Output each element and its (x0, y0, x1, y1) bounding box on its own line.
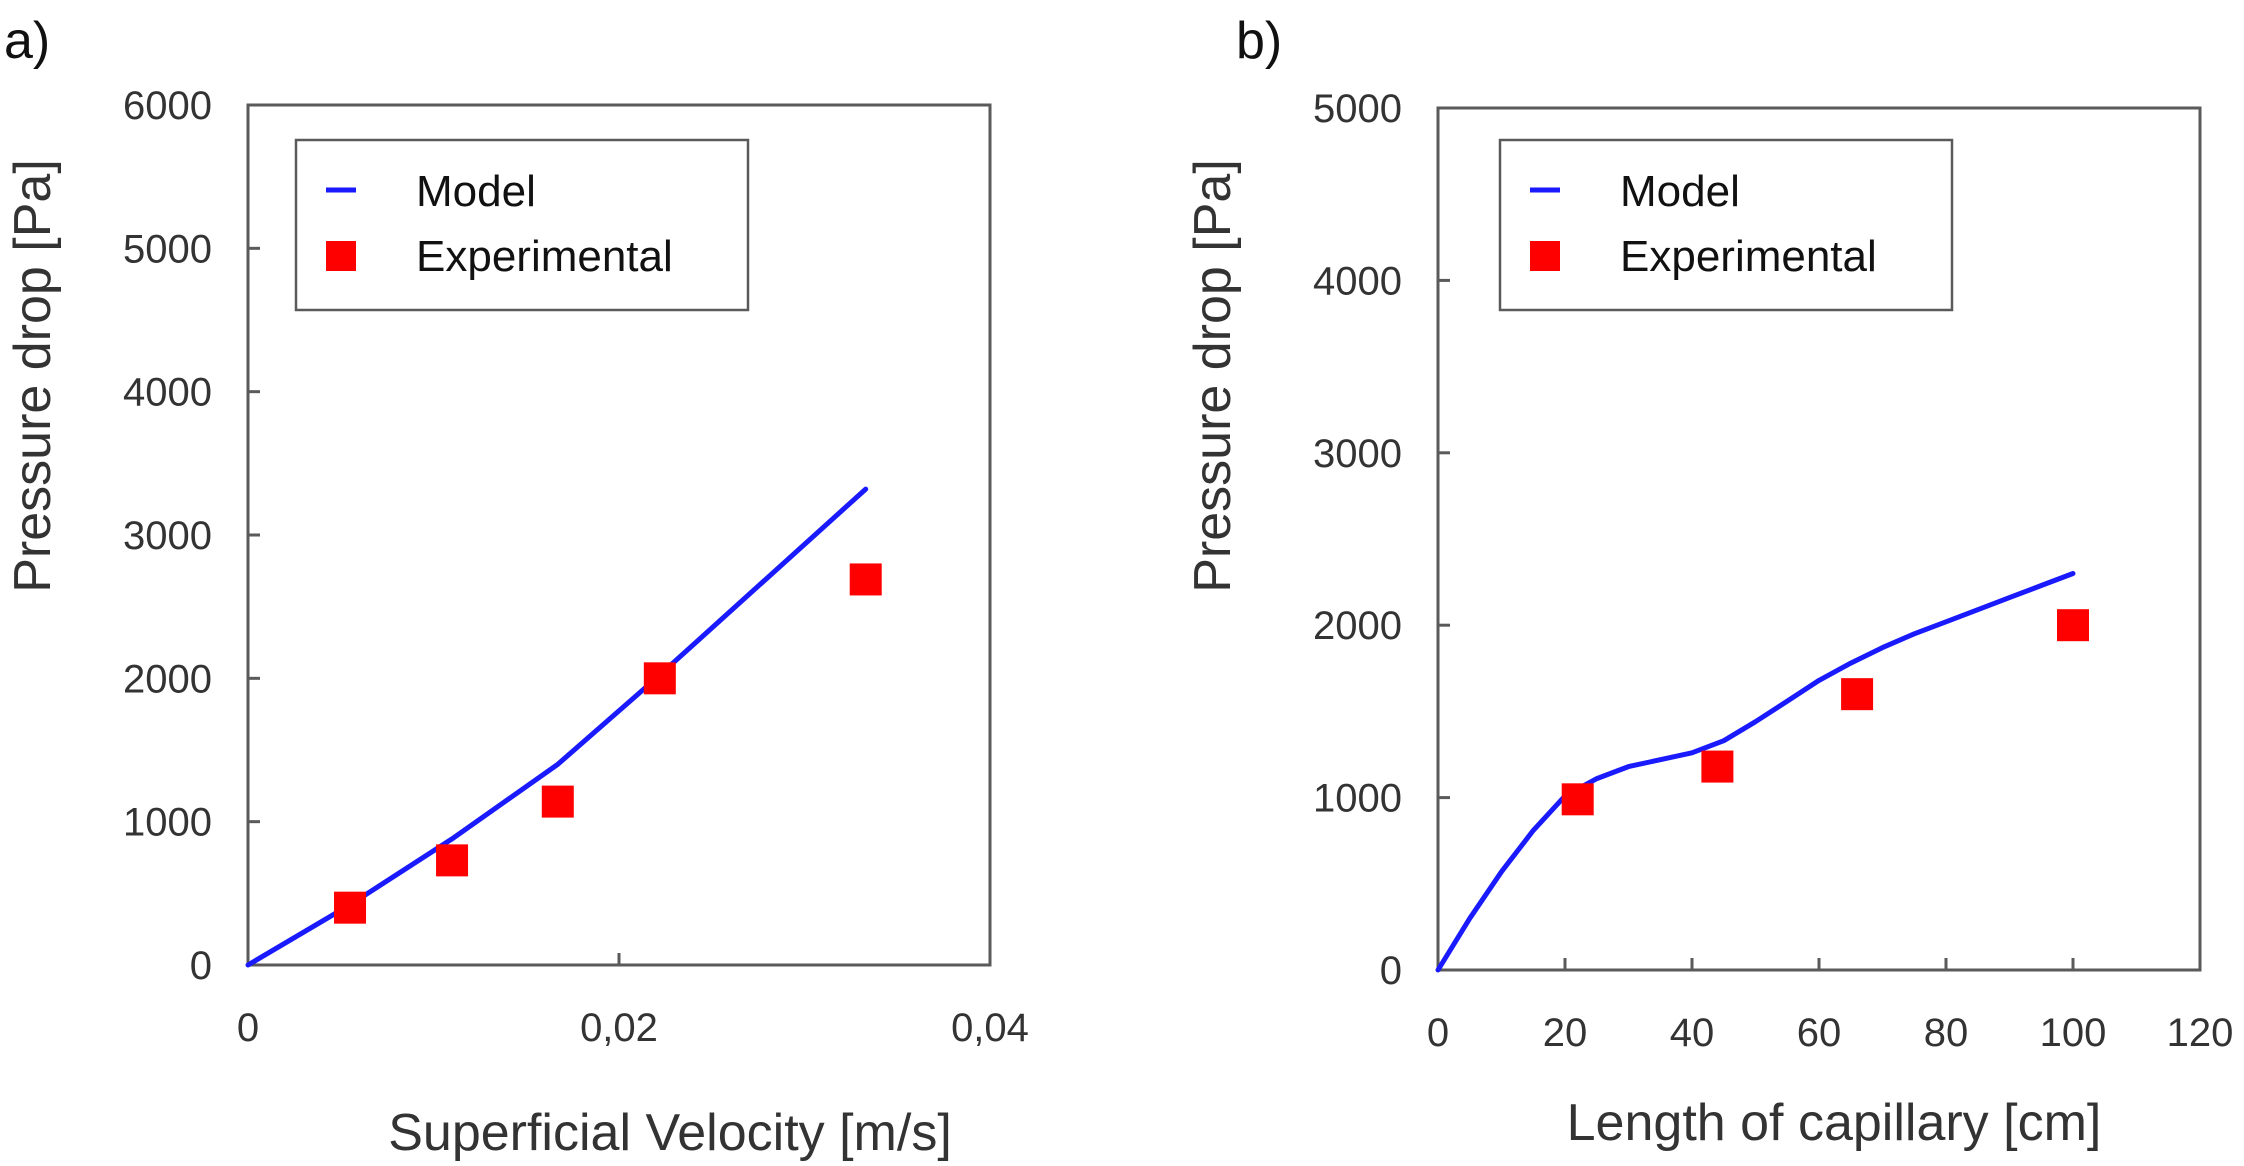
legend-label-model: Model (1620, 167, 1740, 216)
panel-label-b: b) (1236, 12, 1282, 70)
legend-label-experimental: Experimental (416, 232, 673, 281)
y-axis-title-b: Pressure drop [Pa] (1184, 159, 1242, 593)
data-point-experimental (436, 844, 469, 877)
tick-layer-b: 0 1000 2000 3000 4000 5000 0 20 40 60 80 100 120 (1313, 87, 2233, 1055)
x-tick-label: 60 (1797, 1011, 1842, 1055)
x-axis-title-b: Length of capillary [cm] (1567, 1094, 2102, 1152)
y-tick-label: 0 (190, 944, 212, 988)
y-tick-label: 5000 (1313, 87, 1402, 131)
data-point-experimental (849, 563, 882, 596)
legend-swatch-experimental (1530, 241, 1560, 271)
x-tick-label: 0,04 (951, 1006, 1029, 1050)
y-tick-label: 5000 (123, 227, 212, 271)
legend-a: Model Experimental (294, 138, 750, 312)
data-point-experimental (1841, 678, 1874, 711)
y-tick-label: 4000 (123, 371, 212, 415)
panel-label-a: a) (4, 12, 50, 70)
x-tick-label: 80 (1924, 1011, 1969, 1055)
y-tick-label: 2000 (123, 657, 212, 701)
x-tick-label: 0 (237, 1006, 259, 1050)
legend-label-experimental: Experimental (1620, 232, 1877, 281)
chart-a: a) Pressure drop [Pa] Superficial Veloci… (4, 12, 1029, 1162)
data-point-experimental (643, 662, 676, 695)
y-tick-label: 3000 (1313, 432, 1402, 476)
y-axis-title-a: Pressure drop [Pa] (4, 159, 62, 593)
x-axis-title-a: Superficial Velocity [m/s] (388, 1104, 952, 1162)
legend-box (1498, 138, 1954, 312)
legend-b: Model Experimental (1498, 138, 1954, 312)
plot-frame (246, 103, 992, 967)
x-tick-label: 0 (1427, 1011, 1449, 1055)
legend-label-model: Model (416, 167, 536, 216)
chart-b: b) Pressure drop [Pa] Length of capillar… (1184, 12, 2233, 1152)
plot-frame (1436, 106, 2202, 972)
y-tick-label: 4000 (1313, 259, 1402, 303)
data-point-experimental (541, 785, 574, 818)
data-point-experimental (1701, 750, 1734, 783)
x-tick-label: 20 (1543, 1011, 1588, 1055)
data-point-experimental (1561, 783, 1594, 816)
data-point-experimental (334, 891, 367, 924)
marks-layer-a (245, 486, 882, 968)
y-tick-label: 2000 (1313, 604, 1402, 648)
y-tick-label: 6000 (123, 84, 212, 128)
y-tick-label: 3000 (123, 514, 212, 558)
x-tick-label: 40 (1670, 1011, 1715, 1055)
frame-layer-b (1436, 106, 2202, 972)
series-line-model (245, 486, 869, 968)
x-tick-label: 0,02 (580, 1006, 658, 1050)
y-tick-label: 1000 (123, 801, 212, 845)
frame-layer-a (246, 103, 992, 967)
x-tick-label: 100 (2040, 1011, 2107, 1055)
legend-box (294, 138, 750, 312)
y-tick-label: 1000 (1313, 777, 1402, 821)
legend-swatch-experimental (326, 241, 356, 271)
marks-layer-b (1435, 571, 2089, 973)
series-line-model (1435, 571, 2076, 973)
x-tick-label: 120 (2167, 1011, 2234, 1055)
data-point-experimental (2057, 609, 2089, 642)
y-tick-label: 0 (1380, 949, 1402, 993)
tick-layer-a: 0 1000 2000 3000 4000 5000 6000 0 0,02 0,04 (123, 84, 1029, 1050)
